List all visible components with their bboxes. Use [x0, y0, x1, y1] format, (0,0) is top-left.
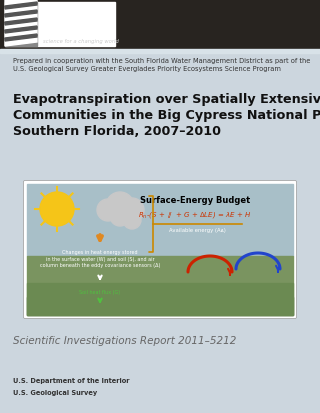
Bar [27, 298, 293, 315]
Bar [27, 185, 293, 256]
Circle shape [106, 192, 134, 221]
Bar [0, 50, 320, 54]
Polygon shape [5, 0, 37, 7]
Circle shape [97, 199, 119, 221]
Text: Scientific Investigations Report 2011–5212: Scientific Investigations Report 2011–52… [13, 335, 236, 345]
Text: Evapotranspiration over Spatially Extensive Plant
Communities in the Big Cypress: Evapotranspiration over Spatially Extens… [13, 93, 320, 138]
Polygon shape [5, 35, 37, 42]
Text: science for a changing world: science for a changing world [43, 38, 119, 43]
Polygon shape [5, 21, 37, 31]
Text: Surface-Energy Budget: Surface-Energy Budget [140, 195, 250, 204]
Text: $R_n$-($S$ + $\,/\!/$  + $G$ + $\Delta LE$) = $\lambda E$ + $H$: $R_n$-($S$ + $\,/\!/$ + $G$ + $\Delta LE… [138, 209, 252, 219]
Bar [27, 256, 293, 315]
Circle shape [110, 206, 130, 226]
Bar [5, 3, 37, 47]
Polygon shape [5, 5, 37, 15]
Text: U.S. Department of the Interior: U.S. Department of the Interior [13, 377, 130, 383]
FancyBboxPatch shape [23, 181, 297, 319]
Circle shape [120, 199, 144, 223]
Bar [27, 283, 293, 315]
Circle shape [123, 211, 141, 230]
Text: Soil heat flux (G): Soil heat flux (G) [79, 289, 121, 294]
Text: Prepared in cooperation with the South Florida Water Management District as part: Prepared in cooperation with the South F… [13, 58, 310, 72]
Polygon shape [5, 27, 37, 34]
Text: USGS: USGS [43, 15, 107, 35]
Text: Changes in heat energy stored
in the surface water (W) and soil (S), and air
col: Changes in heat energy stored in the sur… [40, 249, 160, 268]
Polygon shape [5, 37, 37, 47]
Polygon shape [5, 19, 37, 26]
Polygon shape [5, 29, 37, 39]
Bar [5, 3, 115, 47]
Bar [0, 0, 320, 50]
Polygon shape [5, 11, 37, 18]
Polygon shape [5, 13, 37, 23]
Text: Available energy (Aᴀ): Available energy (Aᴀ) [169, 228, 225, 233]
Circle shape [40, 192, 74, 226]
Text: U.S. Geological Survey: U.S. Geological Survey [13, 389, 97, 395]
Polygon shape [5, 3, 37, 10]
